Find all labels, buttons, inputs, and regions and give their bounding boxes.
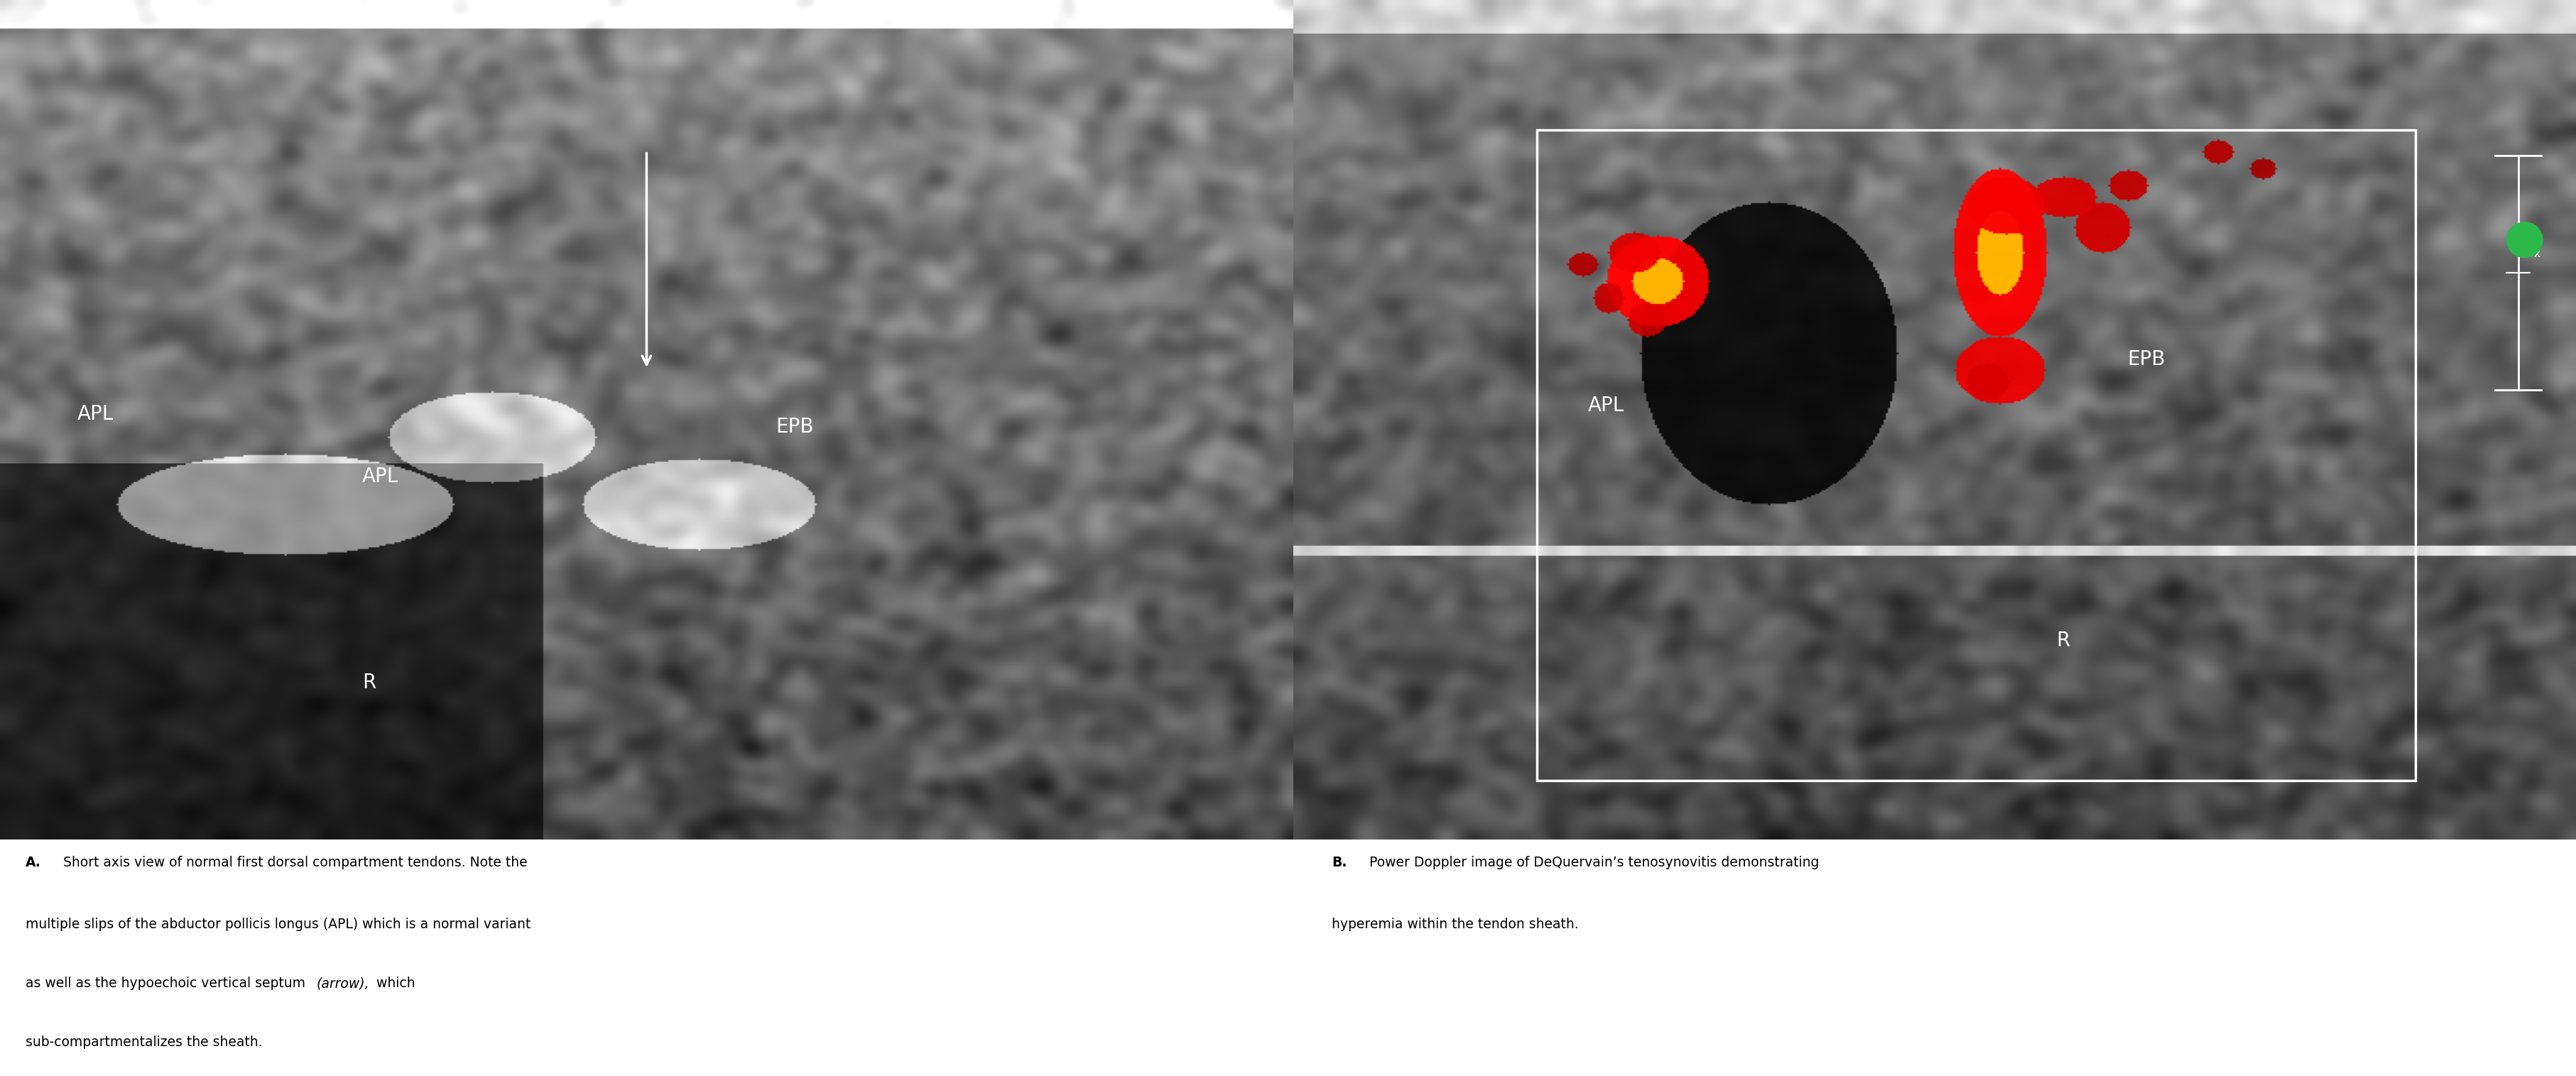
Ellipse shape (2506, 223, 2543, 257)
Text: Short axis view of normal first dorsal compartment tendons. Note the: Short axis view of normal first dorsal c… (59, 855, 528, 869)
Text: EPB: EPB (775, 416, 814, 437)
Text: R: R (2056, 631, 2071, 651)
Text: APL: APL (363, 467, 399, 486)
Text: R: R (363, 672, 376, 693)
Text: APL: APL (1589, 396, 1625, 415)
Text: EPB: EPB (2128, 350, 2164, 369)
Bar (1538, 130, 2416, 780)
Text: B.: B. (1332, 855, 1347, 869)
Text: sub-compartmentalizes the sheath.: sub-compartmentalizes the sheath. (26, 1036, 263, 1049)
Text: A.: A. (26, 855, 41, 869)
Text: as well as the hypoechoic vertical septum: as well as the hypoechoic vertical septu… (26, 977, 309, 990)
Text: hyperemia within the tendon sheath.: hyperemia within the tendon sheath. (1332, 918, 1579, 931)
Text: (arrow),: (arrow), (317, 977, 368, 990)
Text: x: x (2535, 249, 2540, 259)
Text: which: which (371, 977, 415, 990)
Text: multiple slips of the abductor pollicis longus (APL) which is a normal variant: multiple slips of the abductor pollicis … (26, 918, 531, 931)
Text: Power Doppler image of DeQuervain’s tenosynovitis demonstrating: Power Doppler image of DeQuervain’s teno… (1365, 855, 1819, 869)
Text: APL: APL (77, 404, 113, 424)
